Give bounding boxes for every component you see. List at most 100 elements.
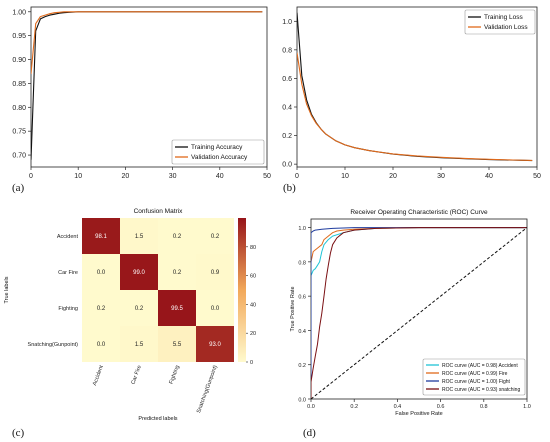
colorbar-tick-label: 20: [250, 331, 256, 337]
x-tick-label: 0.8: [480, 404, 488, 410]
x-tick-label: 50: [533, 173, 541, 180]
column-label: Fighting: [169, 365, 181, 385]
legend-box: [464, 9, 536, 35]
cell-value: 98.1: [95, 234, 107, 240]
panel-label-b: (b): [283, 182, 296, 194]
cell-value: 1.5: [135, 342, 144, 348]
series-line-1: [297, 52, 533, 161]
x-tick-label: 20: [122, 173, 130, 180]
y-tick-label: 0.8: [298, 260, 306, 266]
x-tick-label: 0: [295, 173, 299, 180]
x-axis-title: False Positive Rate: [395, 411, 442, 417]
x-tick-label: 0: [29, 173, 33, 180]
x-tick-label: 0.4: [394, 404, 402, 410]
colorbar-tick-label: 80: [250, 245, 256, 251]
x-tick-label: 1.0: [523, 404, 531, 410]
legend-box: [422, 358, 526, 396]
cell-value: 99.0: [133, 270, 145, 276]
chart-title: Receiver Operating Characteristic (ROC) …: [350, 209, 488, 216]
y-tick-label: 0.0: [282, 162, 292, 169]
x-tick-label: 0.2: [350, 404, 358, 410]
series-line-1: [31, 11, 263, 74]
panel-label-d: (d): [303, 427, 316, 439]
matrix-cell: [120, 254, 158, 290]
matrix-cell: [82, 218, 120, 254]
y-tick-label: 0.8: [282, 47, 292, 54]
cell-value: 5.5: [173, 342, 182, 348]
series-line-2: [311, 227, 527, 399]
series-line-4: [311, 227, 527, 399]
y-tick-label: 1.00: [12, 9, 26, 16]
colorbar: [238, 218, 246, 362]
cell-value: 99.5: [171, 306, 183, 312]
row-label: Snatching(Gunpoint): [28, 342, 79, 348]
row-label: Fighting: [58, 306, 78, 312]
legend-label: ROC curve (AUC = 1.00) Fight: [442, 379, 511, 385]
y-tick-label: 0.6: [282, 76, 292, 83]
x-tick-label: 20: [389, 173, 397, 180]
cell-value: 0.2: [211, 234, 220, 240]
cell-value: 0.2: [135, 306, 144, 312]
cell-value: 1.5: [135, 234, 144, 240]
y-tick-label: 0.95: [12, 33, 26, 40]
cell-value: 0.0: [97, 270, 106, 276]
column-label: Accident: [92, 364, 105, 386]
x-tick-label: 10: [74, 173, 82, 180]
y-tick-label: 0.4: [282, 105, 292, 112]
cell-value: 0.2: [173, 234, 182, 240]
y-tick-label: 0.2: [298, 363, 306, 369]
x-tick-label: 40: [485, 173, 493, 180]
column-label: Snatching(Gunpoint): [196, 364, 219, 414]
accuracy-chart: 0 10 20 30 40 50 0.70 0.75 0.80 0.85 0.90 0.95 1.00 T…: [12, 6, 271, 180]
panel-label-c: (c): [12, 427, 25, 439]
matrix-cell: [158, 290, 196, 326]
colorbar-tick-label: 0: [250, 360, 253, 366]
chart-title: Confusion Matrix: [134, 208, 184, 215]
x-tick-label: 40: [216, 173, 224, 180]
x-tick-label: 50: [263, 173, 271, 180]
series-line-3: [311, 227, 527, 399]
y-axis-title: True labels: [4, 276, 10, 303]
matrix-cell: [196, 290, 234, 326]
matrix-cell: [120, 218, 158, 254]
legend-label: ROC curve (AUC = 0.93) snatching: [442, 387, 520, 393]
y-tick-label: 0.85: [12, 81, 26, 88]
row-label: Car Fire: [58, 270, 78, 276]
matrix-cell: [82, 290, 120, 326]
row-label: Accident: [57, 234, 79, 240]
legend-label: Training Loss: [484, 14, 524, 21]
panel-label-a: (a): [12, 182, 25, 194]
matrix-cell: [120, 290, 158, 326]
cell-value: 93.0: [209, 342, 221, 348]
x-tick-label: 0.0: [307, 404, 315, 410]
x-tick-label: 30: [169, 173, 177, 180]
matrix-cell: [196, 218, 234, 254]
colorbar-tick-label: 40: [250, 302, 256, 308]
x-tick-label: 10: [341, 173, 349, 180]
y-tick-label: 0.4: [298, 329, 306, 335]
matrix-cell: [158, 218, 196, 254]
matrix-cell: [82, 254, 120, 290]
matrix-cell: [82, 326, 120, 362]
matrix-cell: [120, 326, 158, 362]
matrix-cell: [196, 254, 234, 290]
legend-label: ROC curve (AUC = 0.98) Accident: [442, 363, 518, 369]
legend-label: Training Accuracy: [191, 144, 243, 151]
y-tick-label: 0.0: [298, 398, 306, 404]
cell-value: 0.2: [97, 306, 106, 312]
y-tick-label: 1.0: [282, 19, 292, 26]
column-label: Car Fire: [130, 365, 142, 386]
matrix-cell: [158, 254, 196, 290]
cell-value: 0.0: [211, 306, 220, 312]
legend-label: Validation Loss: [484, 24, 528, 31]
legend-box: [171, 139, 265, 165]
y-axis-title: True Positive Rate: [290, 286, 296, 331]
matrix-cell: [158, 326, 196, 362]
loss-chart: 0 10 20 30 40 50 0.0 0.2 0.4 0.6 0.8 1.0 Training Lo…: [282, 6, 541, 180]
matrix-cell: [196, 326, 234, 362]
cell-value: 0.0: [97, 342, 106, 348]
x-axis-title: Predicted labels: [138, 416, 177, 422]
confusion-matrix-chart: Confusion Matrix 98.1 1.5 0.2 0.2 0.0 99.0 0.2 0…: [4, 208, 256, 422]
y-tick-label: 0.2: [282, 133, 292, 140]
